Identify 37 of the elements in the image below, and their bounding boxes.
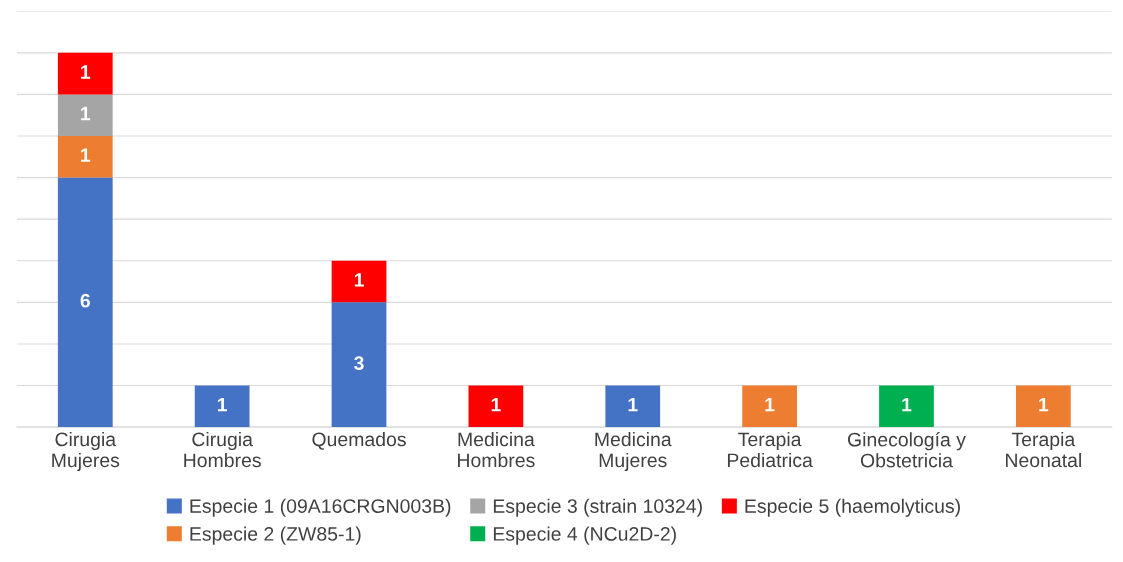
legend-label: Especie 1 (09A16CRGN003B) <box>190 498 451 517</box>
data-label: 1 <box>765 397 775 412</box>
data-label: 1 <box>491 397 501 412</box>
x-tick-label: Ginecología y Obstetricia <box>848 431 966 468</box>
bar <box>1015 385 1071 428</box>
bar <box>194 385 250 428</box>
data-label: 1 <box>81 148 91 162</box>
data-label: 1 <box>354 273 364 287</box>
data-label: 1 <box>902 397 912 412</box>
bar <box>57 94 113 136</box>
legend-label: Especie 5 (haemolyticus) <box>745 498 960 517</box>
data-label: 1 <box>628 397 638 412</box>
data-label: 1 <box>217 397 228 412</box>
bar <box>331 260 387 303</box>
x-tick-label: Cirugia Hombres <box>184 431 261 468</box>
data-label: 6 <box>80 293 90 308</box>
bar <box>57 136 113 178</box>
bar <box>742 385 797 428</box>
x-tick-label: Quemados <box>312 431 406 450</box>
bar <box>605 385 661 428</box>
legend-label: Especie 2 (ZW85-1) <box>190 526 361 545</box>
x-tick-label: Medicina Hombres <box>458 431 535 468</box>
data-label: 1 <box>1039 397 1049 412</box>
legend-label: Especie 4 (NCu2D-2) <box>493 526 676 545</box>
x-tick-label: Cirugia Mujeres <box>52 431 120 472</box>
data-label: 1 <box>81 65 91 79</box>
x-tick-label: Terapia Pediatrica <box>727 431 813 468</box>
x-tick-label: Medicina Mujeres <box>595 431 672 472</box>
legend-label: Especie 3 (strain 10324) <box>493 498 702 517</box>
data-label: 1 <box>81 106 91 121</box>
bar <box>57 52 113 95</box>
x-tick-label: Terapia Neonatal <box>1006 431 1081 468</box>
bar <box>57 177 113 428</box>
data-label: 3 <box>354 356 364 370</box>
bar <box>331 302 387 428</box>
bar <box>879 385 934 428</box>
bar <box>468 385 524 428</box>
